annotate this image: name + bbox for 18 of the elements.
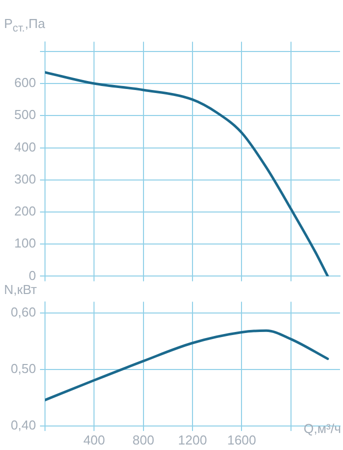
y-tick-label: 500 — [14, 107, 36, 122]
y-tick-label: 200 — [14, 204, 36, 219]
y-tick-label: 0,50 — [10, 361, 36, 376]
line-series — [45, 71, 329, 276]
y-tick-label: 0,60 — [10, 304, 36, 320]
x-tick-label: 1600 — [227, 432, 256, 448]
x-tick-label: 1200 — [178, 432, 207, 448]
line-series — [45, 329, 329, 402]
y-tick-label: 400 — [14, 139, 36, 154]
y-axis-title: P$_{ст.}$,Па — [4, 16, 46, 35]
y-tick-label: 300 — [14, 171, 36, 186]
x-tick-label: 800 — [132, 432, 154, 448]
x-tick-label: 400 — [83, 432, 106, 448]
y-tick-label: 0 — [28, 268, 36, 283]
y-axis-title: N,кВт — [4, 282, 37, 297]
y-tick-label: 0,40 — [10, 418, 36, 433]
y-tick-label: 100 — [14, 236, 36, 251]
y-tick-label: 600 — [14, 75, 36, 90]
